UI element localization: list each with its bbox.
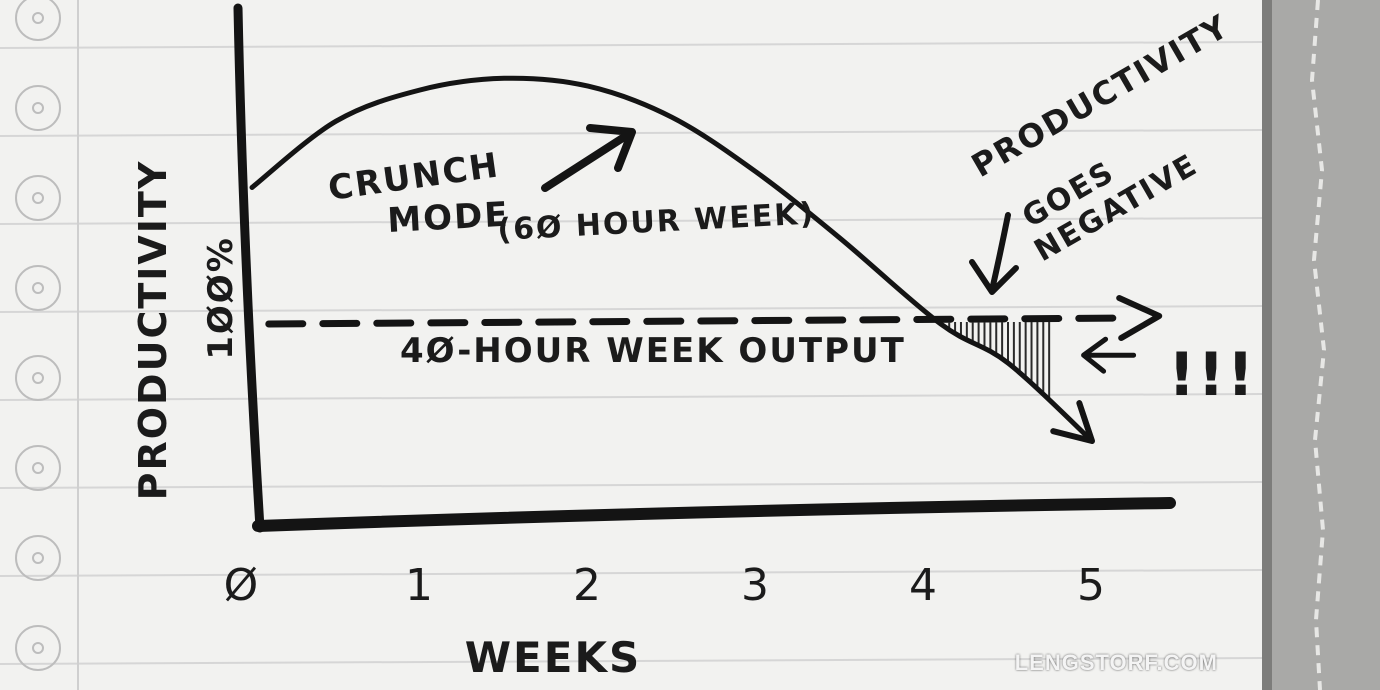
ruled-line (0, 657, 1263, 665)
x-tick-label: 5 (1077, 560, 1107, 611)
crunch-arrow (541, 124, 636, 192)
y-axis-label: PRODUCTIVITY (131, 160, 175, 501)
binder-hole-center (32, 642, 44, 654)
negative-region-layer (948, 322, 1137, 402)
watermark: LENGSTORF.COM (1014, 650, 1218, 675)
x-axis (252, 497, 1176, 532)
ruled-line (0, 305, 1263, 313)
x-tick-labels: Ø 1 2 3 4 5 (224, 560, 1107, 611)
binder-hole (15, 355, 61, 401)
binder-holes (15, 0, 61, 671)
binder-hole (15, 535, 61, 581)
ruled-line (0, 393, 1263, 401)
series-arrowhead (1050, 400, 1095, 444)
ruled-line (0, 481, 1263, 489)
binder-hole (15, 0, 61, 41)
binder-hole-center (32, 282, 44, 294)
binder-hole (15, 265, 61, 311)
binding-stitching (1309, 0, 1327, 690)
x-axis-label: WEEKS (465, 633, 642, 682)
x-tick-label: Ø (224, 560, 261, 611)
negative-arrow (969, 212, 1019, 295)
binder-hole (15, 85, 61, 131)
baseline-label: 4Ø-HOUR WEEK OUTPUT (400, 331, 906, 371)
x-tick-label: 3 (741, 560, 771, 611)
binder-hole-center (32, 102, 44, 114)
series-layer (249, 75, 1095, 444)
binder-hole (15, 175, 61, 221)
ruled-line (0, 41, 1263, 49)
binder-hole-center (32, 552, 44, 564)
binding-strip (1262, 0, 1380, 690)
x-tick-label: 1 (405, 560, 435, 611)
gap-arrow (1081, 336, 1137, 374)
exclamation-marks: !!! (1168, 340, 1256, 410)
baseline-level-label: 1ØØ% (201, 236, 241, 360)
binder-hole-center (32, 12, 44, 24)
y-axis (233, 3, 265, 533)
binder-hole-center (32, 372, 44, 384)
binder-hole-center (32, 462, 44, 474)
x-tick-label: 2 (573, 560, 603, 611)
x-tick-label: 4 (909, 560, 939, 611)
ruled-line (0, 217, 1263, 225)
series-line-crunch-mode (249, 75, 1095, 444)
binder-hole-center (32, 192, 44, 204)
baseline-arrowhead (1116, 295, 1163, 341)
crunch-label-line-2: MODE (386, 195, 510, 241)
binder-hole (15, 625, 61, 671)
binder-hole (15, 445, 61, 491)
binding-edge (1262, 0, 1272, 690)
ruled-line (0, 569, 1263, 577)
baseline-layer (265, 295, 1163, 341)
baseline-dashed-line (265, 314, 1130, 328)
